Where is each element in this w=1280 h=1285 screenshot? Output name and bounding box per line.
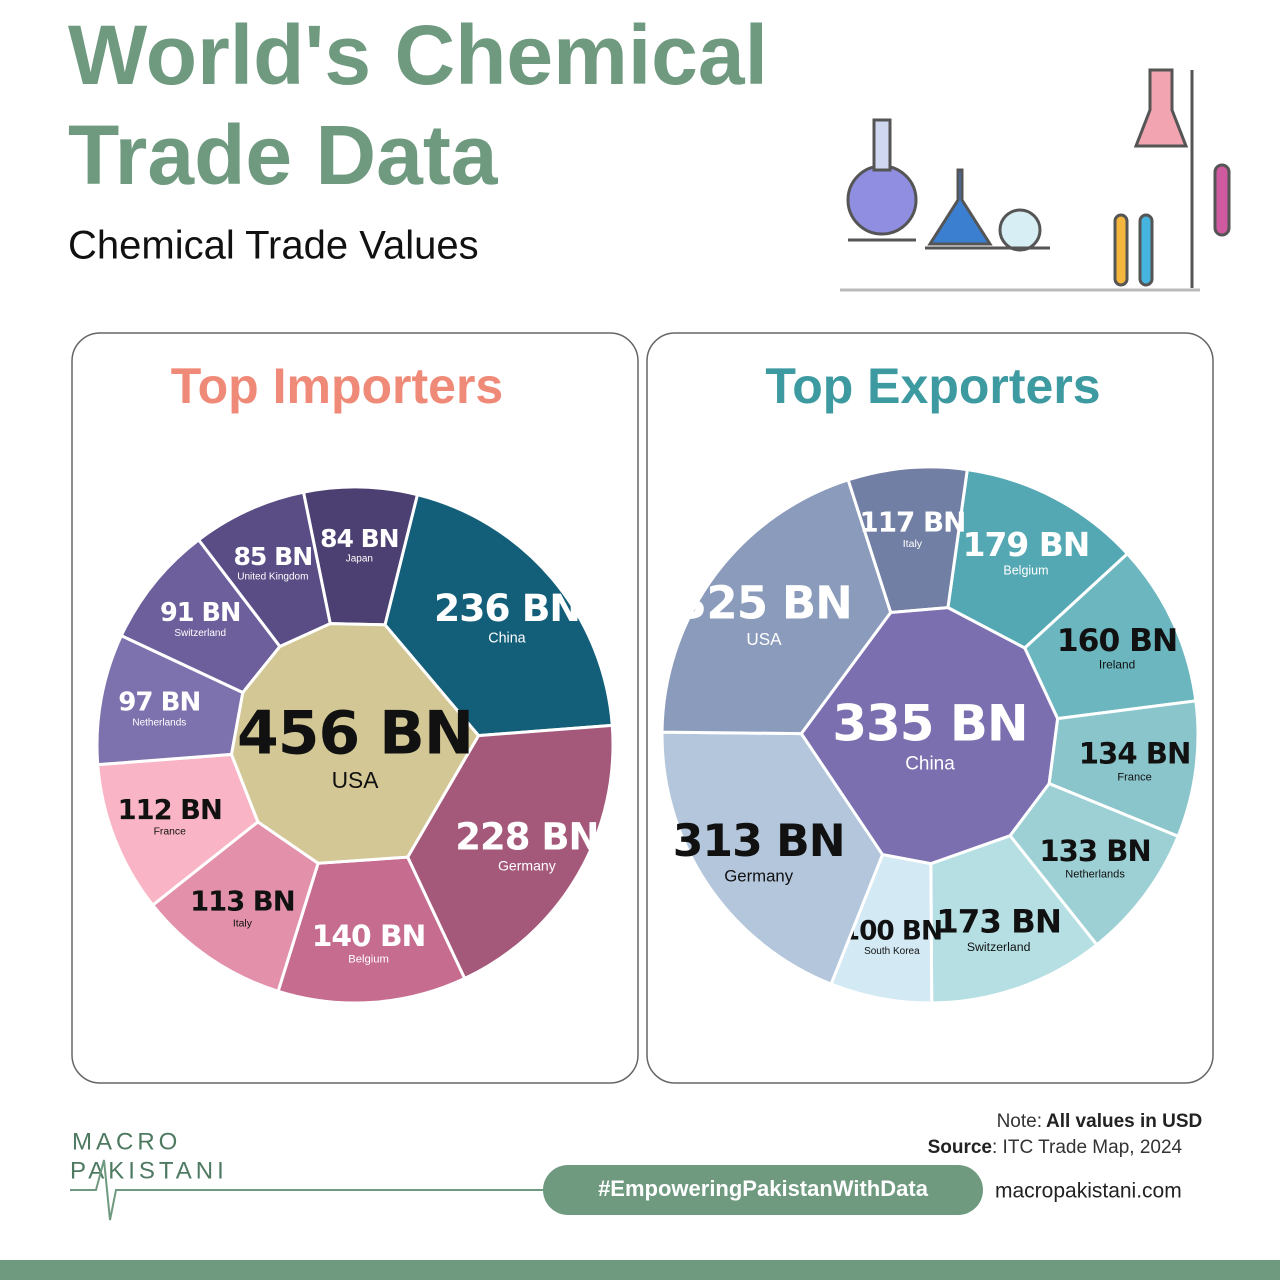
hashtag: #EmpoweringPakistanWithData <box>598 1176 929 1201</box>
value-label: 113 BN <box>190 886 295 917</box>
category-label: Netherlands <box>1065 869 1125 881</box>
cell <box>799 606 1060 866</box>
value-label: 100 BN <box>842 916 942 946</box>
subtitle: Chemical Trade Values <box>68 224 479 268</box>
value-label: 325 BN <box>676 577 852 630</box>
value-label: 456 BN <box>237 699 473 769</box>
category-label: USA <box>332 767 380 793</box>
bottom-band <box>0 1260 1280 1280</box>
category-label: Italy <box>233 918 253 929</box>
category-label: Belgium <box>348 954 389 966</box>
category-label: France <box>154 827 187 838</box>
value-label: 228 BN <box>455 816 598 859</box>
logo-text: PAKISTANI <box>70 1157 228 1184</box>
value-label: 179 BN <box>963 525 1090 564</box>
value-label: 140 BN <box>312 918 426 953</box>
cell <box>660 477 893 736</box>
category-label: Switzerland <box>967 940 1031 954</box>
value-label: 173 BN <box>936 903 1061 941</box>
category-label: Switzerland <box>174 628 226 639</box>
cell <box>405 723 615 981</box>
value-label: 236 BN <box>434 586 580 630</box>
category-label: France <box>1117 772 1151 784</box>
value-label: 133 BN <box>1039 834 1150 868</box>
value-label: 134 BN <box>1079 737 1191 771</box>
website: macropakistani.com <box>995 1180 1182 1203</box>
value-label: 335 BN <box>832 695 1027 753</box>
category-label: China <box>488 631 525 647</box>
value-label: 85 BN <box>233 542 312 571</box>
title: World's Chemical <box>68 8 768 102</box>
logo-line <box>70 1159 560 1221</box>
value-label: 97 BN <box>118 688 200 718</box>
category-label: Japan <box>346 554 373 565</box>
logo: MACRO PAKISTANI <box>70 1128 560 1221</box>
lab-illustration <box>840 68 1231 292</box>
category-label: Italy <box>903 538 923 550</box>
category-label: China <box>905 753 955 774</box>
title: Trade Data <box>68 108 499 202</box>
source: : ITC Trade Map, 2024 <box>992 1137 1183 1158</box>
note: All values in USD <box>1046 1111 1202 1132</box>
category-label: USA <box>746 629 782 649</box>
category-label: Netherlands <box>132 717 186 728</box>
cell <box>383 492 614 738</box>
logo-text: MACRO <box>72 1128 181 1155</box>
value-label: 84 BN <box>320 524 398 553</box>
source-label: Source <box>928 1137 992 1158</box>
category-label: Germany <box>498 858 556 874</box>
chart-title: Top Exporters <box>765 358 1100 414</box>
note-label: Note: <box>997 1111 1042 1132</box>
category-label: United Kingdom <box>237 571 308 582</box>
value-label: 313 BN <box>673 816 845 867</box>
category-label: Ireland <box>1099 658 1135 672</box>
value-label: 117 BN <box>859 505 965 538</box>
category-label: Germany <box>724 866 794 885</box>
cell <box>301 485 420 627</box>
chart-title: Top Importers <box>171 358 503 414</box>
cell <box>229 622 481 865</box>
cell <box>846 465 969 615</box>
value-label: 160 BN <box>1057 623 1177 659</box>
cell <box>660 730 885 987</box>
category-label: Belgium <box>1003 563 1048 577</box>
category-label: South Korea <box>864 946 920 957</box>
value-label: 112 BN <box>118 795 222 826</box>
hashtag-pill <box>543 1165 983 1215</box>
value-label: 91 BN <box>160 598 240 628</box>
